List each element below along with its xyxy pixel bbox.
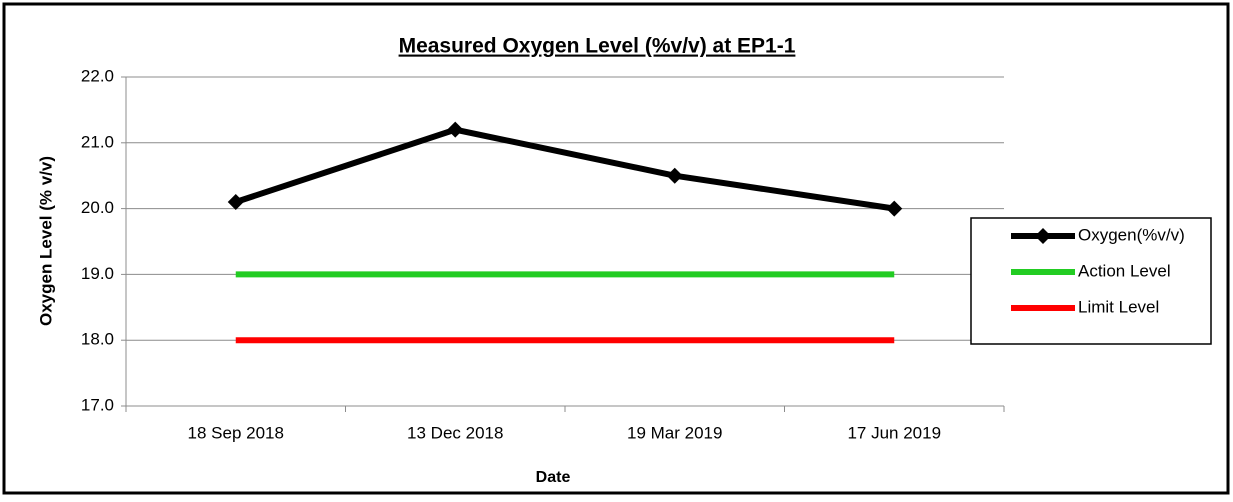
legend-label: Limit Level (1078, 297, 1159, 316)
legend-marker (1035, 228, 1051, 244)
series-line (234, 126, 895, 212)
y-tick-label: 20.0 (81, 198, 114, 217)
data-point (886, 200, 903, 217)
x-tick-label: 17 Jun 2019 (847, 423, 941, 442)
data-point (666, 167, 683, 184)
y-tick-label: 17.0 (81, 395, 114, 414)
data-point (447, 121, 464, 138)
legend-label: Oxygen(%v/v) (1078, 225, 1185, 244)
legend-label: Action Level (1078, 261, 1171, 280)
x-tick-label: 13 Dec 2018 (407, 423, 503, 442)
y-tick-label: 21.0 (81, 132, 114, 151)
chart-title: Measured Oxygen Level (%v/v) at EP1-1 (399, 35, 796, 58)
data-point (227, 194, 244, 211)
y-axis-label: Oxygen Level (% v/v) (36, 156, 55, 326)
y-tick-label: 22.0 (81, 66, 114, 85)
x-tick-label: 18 Sep 2018 (188, 423, 284, 442)
x-tick-label: 19 Mar 2019 (627, 423, 722, 442)
y-tick-label: 19.0 (81, 264, 114, 283)
x-axis-label: Date (536, 469, 571, 486)
y-tick-label: 18.0 (81, 330, 114, 349)
